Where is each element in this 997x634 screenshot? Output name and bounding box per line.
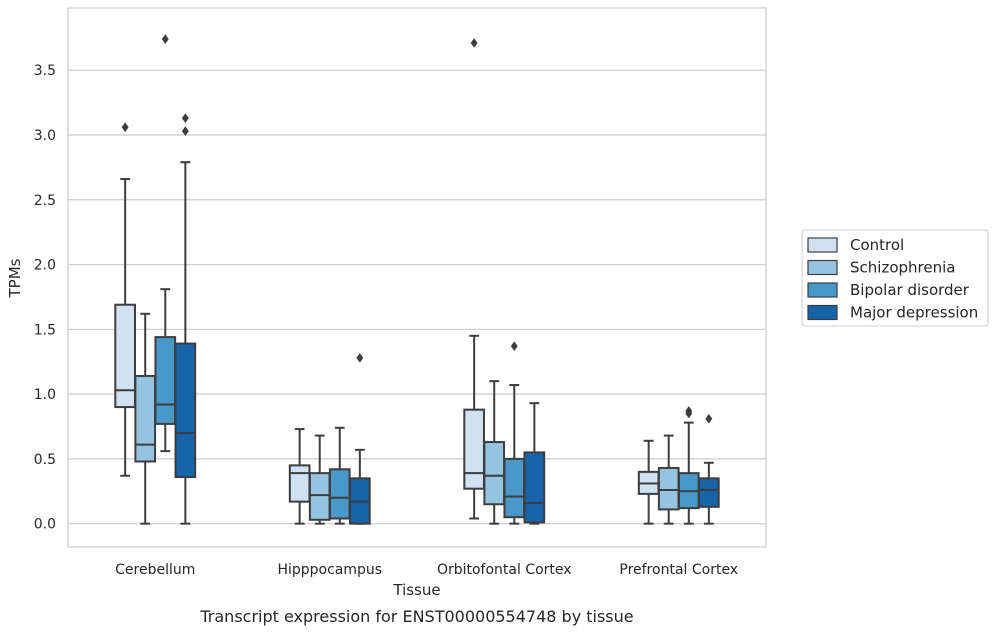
y-tick-label: 1.0	[34, 387, 56, 403]
box-1-2	[328, 426, 351, 525]
outlier-point	[470, 38, 478, 48]
box-0-0	[114, 122, 136, 477]
box-2-1	[483, 380, 506, 525]
outlier-point	[181, 126, 189, 137]
chart-caption: Transcript expression for ENST0000055474…	[199, 607, 633, 626]
box-3-3	[698, 413, 720, 525]
outlier-point	[121, 122, 129, 133]
legend-frame	[801, 229, 989, 327]
box-iqr	[503, 457, 526, 519]
box-iqr	[134, 374, 157, 463]
box-iqr	[523, 451, 546, 524]
y-tick-label: 3.5	[34, 63, 56, 79]
y-tick-label: 0.5	[34, 452, 56, 468]
legend: Control Schizophrenia Bipolar disorder Majo…	[801, 229, 989, 327]
legend-label: Major depression	[850, 304, 978, 322]
box-iqr	[288, 464, 311, 503]
x-tick-labels: Cerebellum Hipppocampus Orbitofontal Corte…	[115, 562, 738, 578]
legend-label: Control	[850, 236, 904, 254]
box-2-3	[523, 402, 546, 525]
outlier-point	[181, 113, 189, 124]
y-tick-label: 1.5	[34, 322, 56, 338]
box-0-2	[154, 34, 177, 453]
x-axis-label: Tissue	[392, 581, 440, 599]
box-iqr	[154, 336, 177, 425]
y-tick-label: 3.0	[34, 128, 56, 144]
box-0-3	[174, 113, 197, 525]
box-3-0	[637, 439, 660, 525]
box-0-1	[134, 312, 157, 525]
box-series	[114, 34, 720, 525]
box-2-0	[463, 38, 485, 520]
x-tick-label: Cerebellum	[115, 562, 195, 578]
outlier-point	[161, 34, 169, 45]
box-iqr	[174, 342, 197, 479]
box-1-3	[349, 352, 371, 525]
box-3-1	[657, 434, 680, 525]
outlier-point	[510, 341, 518, 352]
legend-label: Bipolar disorder	[850, 281, 970, 299]
legend-label: Schizophrenia	[850, 259, 955, 277]
box-3-2	[677, 406, 700, 525]
box-iqr	[463, 408, 485, 490]
legend-swatch	[807, 259, 838, 276]
y-tick-label: 2.0	[34, 258, 56, 274]
plot-frame	[67, 7, 767, 548]
box-iqr	[657, 466, 680, 511]
legend-swatch	[807, 282, 838, 298]
x-tick-label: Prefrontal Cortex	[619, 562, 738, 578]
y-tick-labels: 0.0 0.5 1.0 1.5 2.0 2.5 3.0 3.5	[34, 63, 56, 532]
outlier-point	[356, 352, 364, 363]
box-1-1	[308, 434, 331, 525]
y-tick-label: 0.0	[34, 517, 56, 533]
box-2-2	[503, 341, 526, 525]
x-tick-label: Hipppocampus	[277, 562, 382, 578]
box-iqr	[328, 468, 351, 520]
box-iqr	[698, 477, 720, 508]
y-tick-label: 2.5	[34, 193, 56, 209]
box-iqr	[483, 441, 506, 506]
box-1-0	[288, 428, 311, 525]
x-tick-label: Orbitofontal Cortex	[437, 562, 572, 578]
grid-lines	[68, 69, 766, 525]
outlier-point	[685, 406, 693, 416]
legend-swatch	[807, 237, 838, 253]
y-axis-label: TPMs	[6, 258, 24, 298]
outlier-point	[705, 413, 713, 424]
box-iqr	[308, 472, 331, 521]
box-iqr	[114, 303, 136, 409]
legend-swatch	[807, 304, 838, 321]
